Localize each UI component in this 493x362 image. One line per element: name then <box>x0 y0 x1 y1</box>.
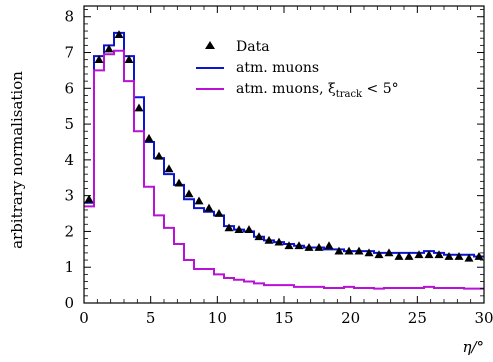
data-point <box>214 209 224 217</box>
y-tick-label: 3 <box>64 187 74 205</box>
legend-data-label: Data <box>236 39 270 55</box>
data-point <box>334 246 344 255</box>
data-point <box>444 251 454 260</box>
y-tick-label: 8 <box>64 8 74 26</box>
legend: Data atm. muons atm. muons, ξtrack < 5° <box>196 39 399 100</box>
y-tick-label: 4 <box>64 151 74 169</box>
data-point <box>154 151 164 160</box>
x-axis-label: η/° <box>462 338 484 356</box>
data-point <box>234 225 244 234</box>
data-point <box>264 235 274 244</box>
x-tick-label: 0 <box>79 309 89 327</box>
y-tick-label: 6 <box>64 79 74 97</box>
y-tick-label: 5 <box>64 115 74 133</box>
data-point <box>404 251 414 260</box>
data-point <box>344 246 354 255</box>
x-tick-label: 25 <box>408 309 427 327</box>
series-layer <box>84 30 484 290</box>
data-point <box>94 55 104 64</box>
data-point <box>244 225 254 234</box>
data-point <box>474 251 484 260</box>
data-point <box>454 251 464 260</box>
x-tick-label: 30 <box>474 309 493 327</box>
data-point <box>174 178 184 187</box>
data-point <box>384 248 394 257</box>
data-point <box>254 232 264 241</box>
data-point <box>184 189 194 198</box>
y-axis-label: arbitrary normalisation <box>8 71 26 249</box>
legend-cut-label: atm. muons, ξtrack < 5° <box>236 81 399 100</box>
data-point <box>374 250 384 259</box>
data-point <box>224 223 234 232</box>
data-point <box>424 250 434 259</box>
y-tick-label: 7 <box>64 44 74 62</box>
data-point <box>364 248 374 257</box>
data-point <box>294 241 304 250</box>
x-tick-label: 10 <box>208 309 227 327</box>
legend-cut-label-subscript: track <box>336 89 363 100</box>
x-tick-label: 5 <box>146 309 156 327</box>
data-point <box>134 103 144 112</box>
legend-cut-label-prefix: atm. muons, ξ <box>236 81 336 97</box>
data-point <box>284 241 294 250</box>
data-point <box>204 203 214 212</box>
x-tick-label: 15 <box>274 309 293 327</box>
data-point <box>124 55 134 64</box>
data-point <box>104 44 114 53</box>
data-point <box>434 250 444 259</box>
data-point <box>274 237 284 246</box>
data-point <box>164 164 174 173</box>
legend-data-marker <box>205 41 215 49</box>
data-point <box>414 250 424 259</box>
plot-frame <box>83 5 485 304</box>
data-point <box>394 251 404 260</box>
data-point <box>304 243 314 251</box>
y-tick-label: 2 <box>64 222 74 240</box>
legend-muons-label: atm. muons <box>236 60 319 76</box>
muons-cut-step-line <box>84 49 484 290</box>
legend-cut-label-suffix: < 5° <box>362 81 399 97</box>
data-point <box>144 133 154 142</box>
data-point <box>194 196 204 205</box>
data-point <box>114 30 124 39</box>
data-point <box>464 253 474 262</box>
data-point <box>314 243 324 251</box>
ticks-layer: 0 5 10 15 20 25 30 0 1 2 3 4 5 6 7 8 <box>64 6 493 327</box>
x-tick-label: 20 <box>341 309 360 327</box>
y-tick-label: 1 <box>64 258 74 276</box>
data-point <box>84 194 94 203</box>
data-point <box>324 241 334 250</box>
y-tick-label: 0 <box>64 294 74 312</box>
data-point <box>354 246 364 255</box>
